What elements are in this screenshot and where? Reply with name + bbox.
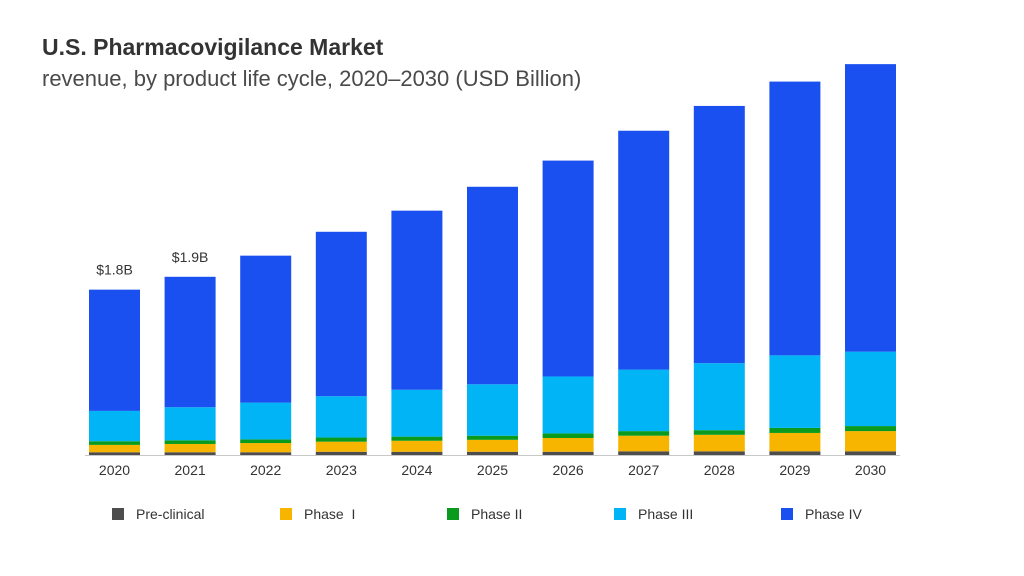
bar-phase-i-2022	[240, 443, 292, 453]
bar-phase-iii-2026	[542, 376, 594, 434]
bar-pre-clinical-2023	[315, 451, 367, 455]
bar-phase-iii-2030	[845, 351, 896, 427]
x-tick-label: 2028	[704, 462, 735, 478]
bar-phase-iii-2023	[315, 396, 367, 438]
bar-pre-clinical-2020	[89, 452, 140, 455]
legend-swatch	[447, 508, 459, 520]
x-tick-label: 2027	[628, 462, 659, 478]
bar-pre-clinical-2030	[845, 451, 896, 455]
bar-phase-i-2026	[542, 438, 594, 452]
bar-phase-i-2024	[391, 440, 443, 452]
bar-phase-i-2025	[467, 439, 518, 452]
bar-phase-iii-2020	[89, 410, 140, 442]
bar-pre-clinical-2021	[164, 452, 216, 455]
bar-pre-clinical-2026	[542, 451, 594, 455]
legend-swatch	[112, 508, 124, 520]
chart-subtitle: revenue, by product life cycle, 2020–203…	[42, 66, 582, 91]
bar-phase-i-2027	[618, 435, 670, 452]
bar-phase-iii-2025	[467, 384, 518, 436]
bar-phase-ii-2022	[240, 439, 292, 444]
x-tick-label: 2021	[175, 462, 206, 478]
bar-phase-ii-2026	[542, 433, 594, 439]
legend-label: Pre-clinical	[136, 506, 205, 522]
bar-phase-ii-2027	[618, 431, 670, 436]
bar-phase-i-2028	[693, 434, 745, 452]
x-tick-label: 2020	[99, 462, 130, 478]
chart-title: U.S. Pharmacovigilance Market	[42, 34, 384, 60]
bar-pre-clinical-2027	[618, 451, 670, 455]
bar-phase-iii-2027	[618, 369, 670, 432]
bar-phase-iv-2021	[164, 276, 216, 408]
x-tick-label: 2025	[477, 462, 508, 478]
bar-phase-i-2023	[315, 441, 367, 452]
bar-phase-iv-2023	[315, 231, 367, 397]
bar-phase-ii-2021	[164, 440, 216, 444]
bar-phase-i-2021	[164, 443, 216, 453]
bar-phase-iv-2020	[89, 289, 140, 411]
data-label-2021: $1.9B	[172, 249, 209, 265]
bar-phase-iii-2022	[240, 402, 292, 440]
legend-swatch	[280, 508, 292, 520]
bar-phase-iv-2030	[845, 64, 896, 352]
bar-phase-ii-2020	[89, 441, 140, 445]
bar-phase-iv-2028	[693, 105, 745, 364]
bar-phase-i-2029	[769, 432, 821, 452]
x-tick-label: 2023	[326, 462, 357, 478]
bar-phase-ii-2030	[845, 426, 896, 432]
bar-phase-ii-2029	[769, 427, 821, 433]
bar-phase-i-2020	[89, 444, 140, 453]
bar-pre-clinical-2028	[693, 451, 745, 455]
bar-phase-iv-2025	[467, 186, 518, 385]
bar-pre-clinical-2022	[240, 452, 292, 455]
legend-item-pre-clinical: Pre-clinical	[112, 506, 204, 522]
bar-pre-clinical-2029	[769, 451, 821, 455]
bar-phase-iv-2026	[542, 160, 594, 377]
bar-phase-iii-2029	[769, 355, 821, 428]
bar-phase-iii-2028	[693, 363, 745, 431]
legend-label: Phase III	[638, 506, 694, 522]
stacked-bar-chart: 2020 2021 2022 2023 2024 2025 2026 2027 2028 2029…	[85, 64, 900, 478]
bar-phase-iv-2024	[391, 210, 443, 390]
x-tick-label: 2029	[779, 462, 810, 478]
bar-phase-ii-2028	[693, 430, 745, 435]
bar-pre-clinical-2025	[467, 451, 518, 455]
bar-phase-i-2030	[845, 431, 896, 452]
legend-label: Phase IV	[805, 506, 862, 522]
bar-phase-iii-2021	[164, 407, 216, 441]
legend-item-phase-ii: Phase II	[447, 506, 522, 522]
bar-phase-ii-2025	[467, 435, 518, 440]
bar-phase-iv-2027	[618, 130, 670, 370]
x-tick-label: 2024	[401, 462, 432, 478]
legend-swatch	[781, 508, 793, 520]
chart-legend: Pre-clinical Phase I Phase II Phase III Phas…	[0, 506, 1024, 528]
legend-swatch	[614, 508, 626, 520]
x-tick-label: 2022	[250, 462, 281, 478]
bar-phase-iv-2022	[240, 255, 292, 403]
legend-label: Phase II	[471, 506, 523, 522]
bar-pre-clinical-2024	[391, 451, 443, 455]
bar-phase-iv-2029	[769, 81, 821, 356]
legend-item-phase-iv: Phase IV	[781, 506, 862, 522]
legend-item-phase-iii: Phase III	[614, 506, 693, 522]
x-tick-label: 2026	[553, 462, 584, 478]
bar-phase-iii-2024	[391, 389, 443, 437]
data-label-2020: $1.8B	[96, 262, 133, 278]
bar-phase-ii-2024	[391, 436, 443, 441]
x-tick-label: 2030	[855, 462, 886, 478]
bar-phase-ii-2023	[315, 437, 367, 442]
legend-item-phase-i: Phase I	[280, 506, 355, 522]
legend-label: Phase I	[304, 506, 356, 522]
